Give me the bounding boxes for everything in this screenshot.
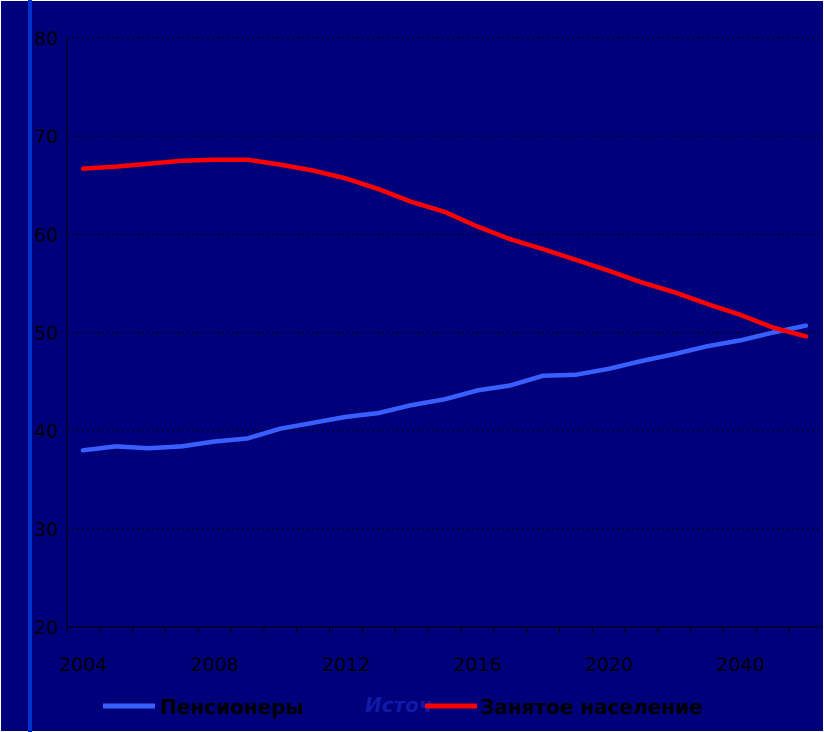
y-tick-label: 30 xyxy=(34,519,58,541)
x-tick-label: 2040 xyxy=(716,654,764,676)
x-tick-label: 2008 xyxy=(190,654,238,676)
left-accent-bar xyxy=(28,0,32,732)
y-tick-label: 50 xyxy=(34,323,58,345)
series-line-employed xyxy=(80,157,809,339)
x-tick-label: 2004 xyxy=(59,654,107,676)
y-tick-label: 40 xyxy=(34,421,58,443)
series-line-pensioners xyxy=(80,323,809,453)
y-tick-label: 70 xyxy=(34,126,58,148)
y-axis: 20 30 40 50 60 70 80 xyxy=(34,28,68,639)
series-lines xyxy=(80,157,809,453)
ghost-source-text: Источ xyxy=(365,693,433,717)
x-axis: 2004 2008 2012 2016 2020 2040 xyxy=(59,626,822,676)
y-tick-label: 80 xyxy=(34,28,58,50)
x-tick-label: 2012 xyxy=(322,654,370,676)
legend-label-pensioners: Пенсионеры xyxy=(160,695,304,719)
y-tick-label: 20 xyxy=(34,617,58,639)
y-tick-label: 60 xyxy=(34,224,58,246)
grid-lines xyxy=(67,37,822,628)
x-tick-label: 2016 xyxy=(453,654,501,676)
legend-label-employed: Занятое население xyxy=(480,695,703,719)
legend: Пенсионеры Источ Занятое население xyxy=(103,693,703,719)
x-tick-label: 2020 xyxy=(585,654,633,676)
